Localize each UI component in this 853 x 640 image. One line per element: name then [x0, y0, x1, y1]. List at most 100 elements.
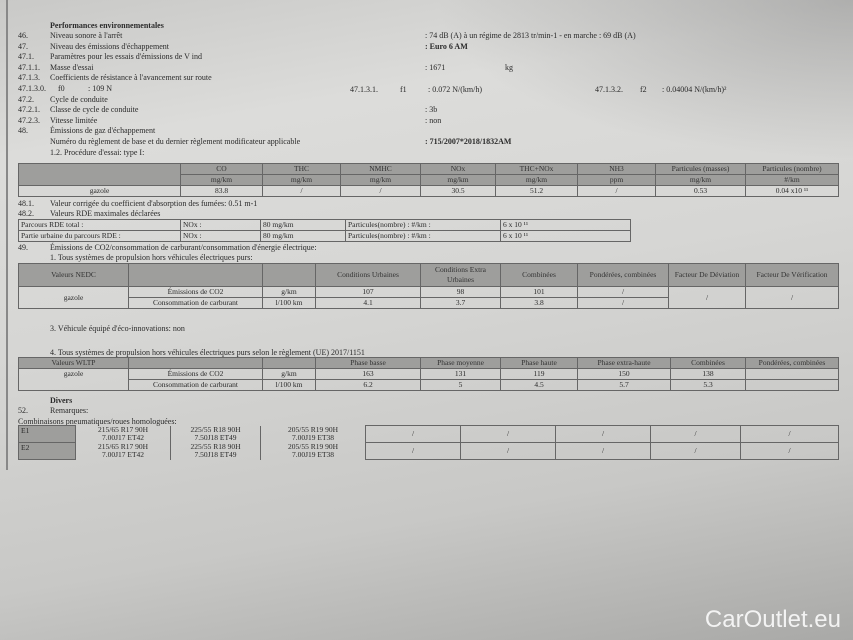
table-cell: / [650, 425, 741, 443]
combination-id: E2 [18, 442, 76, 460]
table-cell: 0.53 [655, 185, 746, 197]
sub-3: 3. Véhicule équipé d'éco-innovations: no… [50, 324, 185, 333]
table-cell: 6 x 10 ¹¹ [500, 219, 631, 231]
table-cell: NOx : [180, 219, 261, 231]
item-label: Niveau des émissions d'échappement [50, 41, 169, 51]
item-value: : non [425, 115, 442, 125]
sub-1: 1. Tous systèmes de propulsion hors véhi… [50, 253, 253, 262]
divers-heading: Divers [50, 396, 73, 405]
table-cell: 215/65 R17 90H 7.00J17 ET42 [75, 442, 171, 460]
column-header: Pondérées, combinées [577, 263, 669, 287]
table-cell: 138 [670, 368, 746, 380]
item-number: 47.1.3.0. [18, 84, 46, 93]
table-cell: 215/65 R17 90H 7.00J17 ET42 [75, 425, 171, 443]
item-label: Coefficients de résistance à l'avancemen… [50, 73, 212, 83]
table-cell: 205/55 R19 90H 7.00J19 ET38 [260, 425, 366, 443]
item-48-1-label: Valeur corrigée du coefficient d'absorpt… [50, 199, 258, 208]
table-row: gazole Émissions de CO2 g/km 163 131 119 150 13… [18, 368, 839, 391]
item-label: Paramètres pour les essais d'émissions d… [50, 52, 203, 62]
table-cell: / [740, 425, 839, 443]
table-row: E1 215/65 R17 90H 7.00J17 ET42 225/55 R18 9… [18, 425, 839, 443]
item-number: 47.2.1. [18, 105, 40, 115]
watermark-logo: CarOutlet.eu [704, 606, 841, 633]
column-header: Valeurs NEDC [18, 263, 129, 287]
item-52-label: Remarques: [50, 406, 89, 415]
column-header: Particules (masses) [655, 163, 746, 175]
table-row: gazole Émissions de CO2 g/km 107 98 101// / [18, 286, 839, 309]
tyre-spec: 205/55 R19 90H [287, 425, 338, 434]
column-unit: mg/km [180, 174, 263, 186]
table-cell: / [262, 185, 341, 197]
column-header: Combinées [670, 357, 746, 369]
column-header [262, 357, 316, 369]
table-cell: l/100 km [262, 379, 316, 391]
column-header: Phase extra-haute [577, 357, 671, 369]
tyre-spec: 7.00J19 ET38 [291, 433, 335, 442]
column-header: CO [180, 163, 263, 175]
column-header: Combinées [500, 263, 578, 287]
item-value: : 715/2007*2018/1832AM [425, 137, 512, 146]
tyre-spec: 7.50J18 ET49 [194, 433, 237, 442]
f1-value: : 0.072 N/(km/h) [428, 85, 482, 94]
table-cell: 51.2 [495, 185, 578, 197]
table-cell: 205/55 R19 90H 7.00J19 ET38 [260, 442, 366, 460]
table-cell: 5.3 [670, 379, 746, 391]
item-label: Masse d'essai [50, 62, 94, 72]
table-cell: / [577, 297, 669, 309]
fuel-cell: gazole [18, 286, 129, 309]
item-number: 47.1. [18, 52, 34, 62]
table-cell: 98 [420, 286, 501, 298]
table-cell: 163 [315, 368, 421, 380]
table-cell: 131 [420, 368, 501, 380]
table-cell: 80 mg/km [260, 230, 346, 242]
column-header: Valeurs WLTP [18, 357, 129, 369]
table-cell: / [365, 442, 461, 460]
header-row: CO THC NMHC NOx THC+NOx NH3 Particules (masses… [18, 163, 839, 186]
table-cell: / [668, 286, 746, 309]
fuel-cell: gazole [18, 368, 129, 391]
table-cell: 83.8 [180, 185, 263, 197]
column-header: NMHC [340, 163, 421, 175]
column-unit: mg/km [262, 174, 341, 186]
page-edge [6, 0, 8, 470]
table-cell: 5 [420, 379, 501, 391]
item-49-label: Émissions de CO2/consommation de carbura… [50, 243, 317, 252]
column-header [128, 357, 263, 369]
item-value: : Euro 6 AM [425, 41, 468, 51]
table-row: Consommation de carburant l/100 km 4.1 3.7 3… [19, 297, 839, 309]
item-label: Niveau sonore à l'arrêt [50, 31, 123, 40]
column-header: NH3 [577, 163, 656, 175]
column-header [262, 263, 316, 287]
item-label: Vitesse limitée [50, 115, 98, 125]
column-header: THC+NOx [495, 163, 578, 175]
item-value: : 109 N [88, 84, 112, 93]
table-cell: 6.2 [315, 379, 421, 391]
item-value: : 3b [425, 105, 438, 115]
column-header: Phase haute [500, 357, 578, 369]
tyre-spec: 215/65 R17 90H [97, 425, 148, 434]
table-cell: 225/55 R18 90H 7.50J18 ET49 [170, 425, 261, 443]
f1-label: f1 [400, 85, 407, 94]
table-cell: / [650, 442, 741, 460]
table-row: E2 215/65 R17 90H 7.00J17 ET42 225/55 R18 9… [18, 442, 839, 460]
tyre-table: E1 215/65 R17 90H 7.00J17 ET42 225/55 R18 9… [18, 425, 839, 460]
item-number: 47.2.3. [18, 115, 40, 125]
table-cell [745, 368, 839, 380]
item-number: 47.2. [18, 94, 34, 104]
tyre-spec: 7.00J19 ET38 [291, 450, 335, 459]
item-48-1-num: 48.1. [18, 199, 34, 208]
table-cell: 101 [500, 286, 578, 298]
column-header [128, 263, 263, 287]
table-row: gazole 83.8//30.5 51.2/0.53 0.04 x10 ¹¹ [18, 185, 839, 197]
table-cell: 0.04 x10 ¹¹ [745, 185, 839, 197]
table-cell: / [340, 185, 421, 197]
item-value: : 74 dB (A) à un régime de 2813 tr/min-1… [425, 31, 636, 40]
item-52-num: 52. [18, 406, 28, 415]
table-cell: Émissions de CO2 [128, 368, 263, 380]
table-cell: / [745, 286, 839, 309]
item-value: : 1671 [425, 62, 446, 72]
column-header: Particules (nombre) [745, 163, 839, 175]
table-cell: / [460, 442, 556, 460]
column-unit: mg/km [655, 174, 746, 186]
table-cell: 3.7 [420, 297, 501, 309]
